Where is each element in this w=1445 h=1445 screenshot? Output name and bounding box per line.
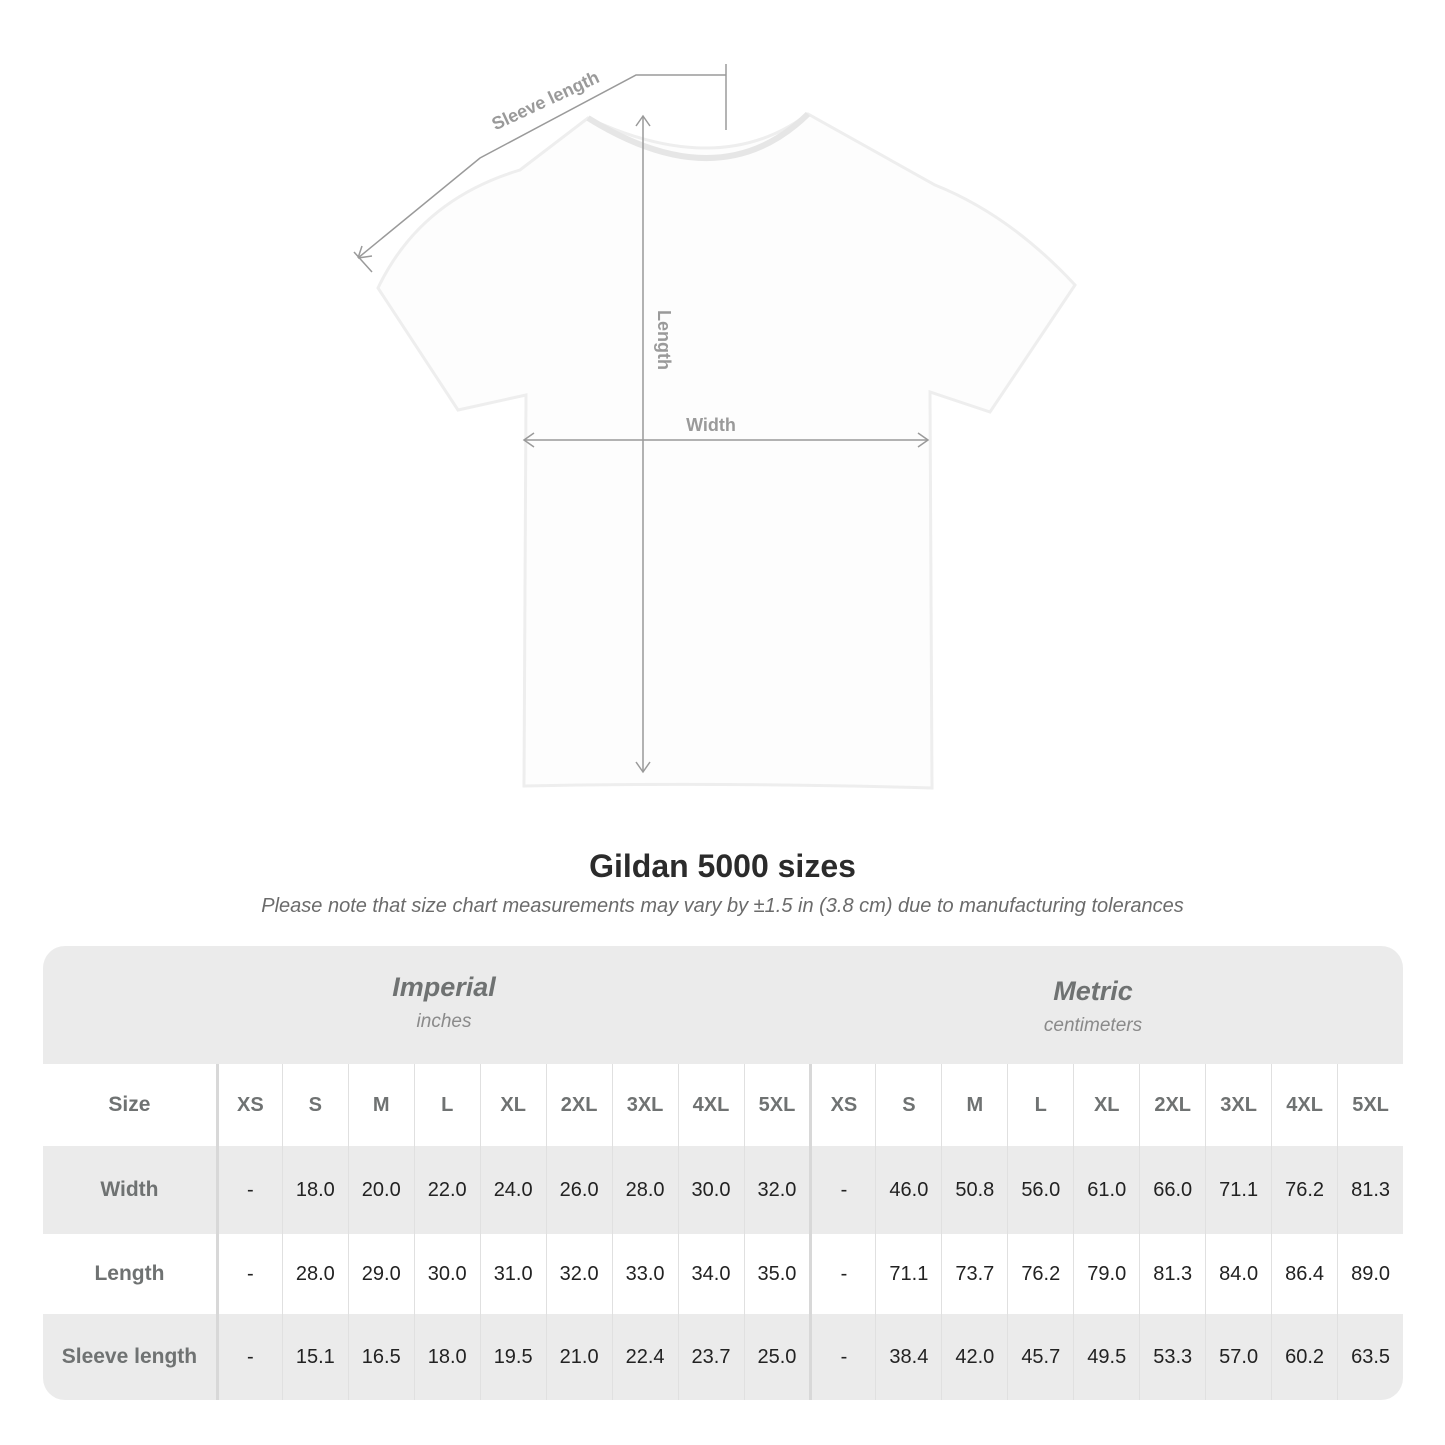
size-header-cell: 2XL — [545, 1064, 612, 1146]
imperial-value-cell: 35.0 — [743, 1234, 810, 1314]
imperial-unit: inches — [416, 1011, 472, 1032]
length-label: Length — [654, 310, 674, 370]
metric-value-cell: 60.2 — [1271, 1314, 1337, 1400]
size-header-cell: 2XL — [1139, 1064, 1205, 1146]
imperial-value-cell: 32.0 — [545, 1234, 612, 1314]
metric-value-cell: 45.7 — [1007, 1314, 1073, 1400]
row-label: Sleeve length — [61, 1345, 198, 1368]
metric-header: Metric centimeters — [893, 976, 1293, 1037]
metric-value-cell: 71.1 — [1205, 1146, 1271, 1234]
metric-value-cell: - — [809, 1234, 875, 1314]
size-header-label: Size — [108, 1093, 151, 1116]
tshirt-diagram: Sleeve length Length Width — [353, 64, 1077, 790]
metric-value-cell: 86.4 — [1271, 1234, 1337, 1314]
size-table: Imperial inches Metric centimeters Size X… — [43, 946, 1403, 1400]
imperial-value-cell: - — [215, 1234, 282, 1314]
imperial-value-cell: 21.0 — [545, 1314, 612, 1400]
imperial-value-cell: 16.5 — [347, 1314, 414, 1400]
sleeve-measure-line — [357, 74, 726, 259]
size-header-cell: 5XL — [1337, 1064, 1403, 1146]
imperial-value-cell: 20.0 — [347, 1146, 414, 1234]
row-label: Length — [94, 1262, 165, 1285]
imperial-value-cell: 31.0 — [479, 1234, 546, 1314]
size-header-cell: 5XL — [743, 1064, 810, 1146]
metric-value-cell: 53.3 — [1139, 1314, 1205, 1400]
imperial-value-cell: - — [215, 1146, 282, 1234]
imperial-title: Imperial — [392, 972, 496, 1002]
unit-header-band: Imperial inches Metric centimeters — [43, 946, 1403, 1064]
size-header-cell: XL — [1073, 1064, 1139, 1146]
metric-value-cell: 42.0 — [941, 1314, 1007, 1400]
metric-value-cell: 56.0 — [1007, 1146, 1073, 1234]
table-row: Width -18.0 20.0 22.0 24.0 26.0 28.0 30.0 32.0-4… — [43, 1146, 1403, 1234]
table-row: Length -28.0 29.0 30.0 31.0 32.0 33.0 34.0 35.0-… — [43, 1234, 1403, 1314]
imperial-value-cell: 19.5 — [479, 1314, 546, 1400]
imperial-value-cell: 28.0 — [611, 1146, 678, 1234]
imperial-value-cell: 24.0 — [479, 1146, 546, 1234]
metric-value-cell: 89.0 — [1337, 1234, 1403, 1314]
tshirt-collar — [586, 111, 811, 161]
imperial-header: Imperial inches — [244, 972, 644, 1033]
metric-unit: centimeters — [1043, 1015, 1143, 1036]
metric-value-cell: 79.0 — [1073, 1234, 1139, 1314]
imperial-value-cell: 22.4 — [611, 1314, 678, 1400]
metric-value-cell: - — [809, 1146, 875, 1234]
tolerance-note: Please note that size chart measurements… — [261, 895, 1184, 917]
imperial-value-cell: 18.0 — [413, 1314, 480, 1400]
row-label: Width — [100, 1178, 159, 1201]
imperial-value-cell: 23.7 — [677, 1314, 744, 1400]
metric-value-cell: 71.1 — [875, 1234, 941, 1314]
imperial-value-cell: 29.0 — [347, 1234, 414, 1314]
size-header-cell: S — [875, 1064, 941, 1146]
metric-value-cell: 49.5 — [1073, 1314, 1139, 1400]
imperial-value-cell: 15.1 — [281, 1314, 348, 1400]
size-header-cell: M — [347, 1064, 414, 1146]
size-header-cell: M — [941, 1064, 1007, 1146]
size-header-row: Size XS S M L XL 2XL 3XL 4XL 5XL XS S M L XL 2XL 3XL 4XL 5… — [43, 1064, 1403, 1146]
imperial-value-cell: 30.0 — [413, 1234, 480, 1314]
metric-value-cell: 50.8 — [941, 1146, 1007, 1234]
imperial-value-cell: 22.0 — [413, 1146, 480, 1234]
metric-value-cell: 84.0 — [1205, 1234, 1271, 1314]
page-title: Gildan 5000 sizes — [589, 848, 856, 884]
size-header-cell: XS — [215, 1064, 282, 1146]
size-header-cell: XS — [809, 1064, 875, 1146]
table-row: Sleeve length -15.1 16.5 18.0 19.5 21.0 22.4 23… — [43, 1314, 1403, 1400]
metric-title: Metric — [1053, 976, 1133, 1006]
imperial-value-cell: 18.0 — [281, 1146, 348, 1234]
size-header-cell: L — [413, 1064, 480, 1146]
metric-value-cell: 38.4 — [875, 1314, 941, 1400]
tshirt-shape — [376, 112, 1077, 790]
imperial-value-cell: 25.0 — [743, 1314, 810, 1400]
metric-value-cell: 57.0 — [1205, 1314, 1271, 1400]
imperial-value-cell: 33.0 — [611, 1234, 678, 1314]
size-header-cell: L — [1007, 1064, 1073, 1146]
metric-value-cell: 46.0 — [875, 1146, 941, 1234]
width-label: Width — [686, 415, 736, 435]
imperial-value-cell: - — [215, 1314, 282, 1400]
metric-value-cell: 76.2 — [1271, 1146, 1337, 1234]
size-header-cell: XL — [479, 1064, 546, 1146]
imperial-value-cell: 32.0 — [743, 1146, 810, 1234]
size-header-cell: S — [281, 1064, 348, 1146]
metric-value-cell: 63.5 — [1337, 1314, 1403, 1400]
imperial-value-cell: 34.0 — [677, 1234, 744, 1314]
imperial-value-cell: 26.0 — [545, 1146, 612, 1234]
metric-value-cell: 76.2 — [1007, 1234, 1073, 1314]
imperial-value-cell: 28.0 — [281, 1234, 348, 1314]
metric-value-cell: 81.3 — [1139, 1234, 1205, 1314]
imperial-value-cell: 30.0 — [677, 1146, 744, 1234]
size-header-cell: 4XL — [1271, 1064, 1337, 1146]
size-header-cell: 4XL — [677, 1064, 744, 1146]
metric-value-cell: 81.3 — [1337, 1146, 1403, 1234]
metric-value-cell: 61.0 — [1073, 1146, 1139, 1234]
metric-value-cell: 66.0 — [1139, 1146, 1205, 1234]
size-header-cell: 3XL — [611, 1064, 678, 1146]
size-header-cell: 3XL — [1205, 1064, 1271, 1146]
metric-value-cell: 73.7 — [941, 1234, 1007, 1314]
metric-value-cell: - — [809, 1314, 875, 1400]
